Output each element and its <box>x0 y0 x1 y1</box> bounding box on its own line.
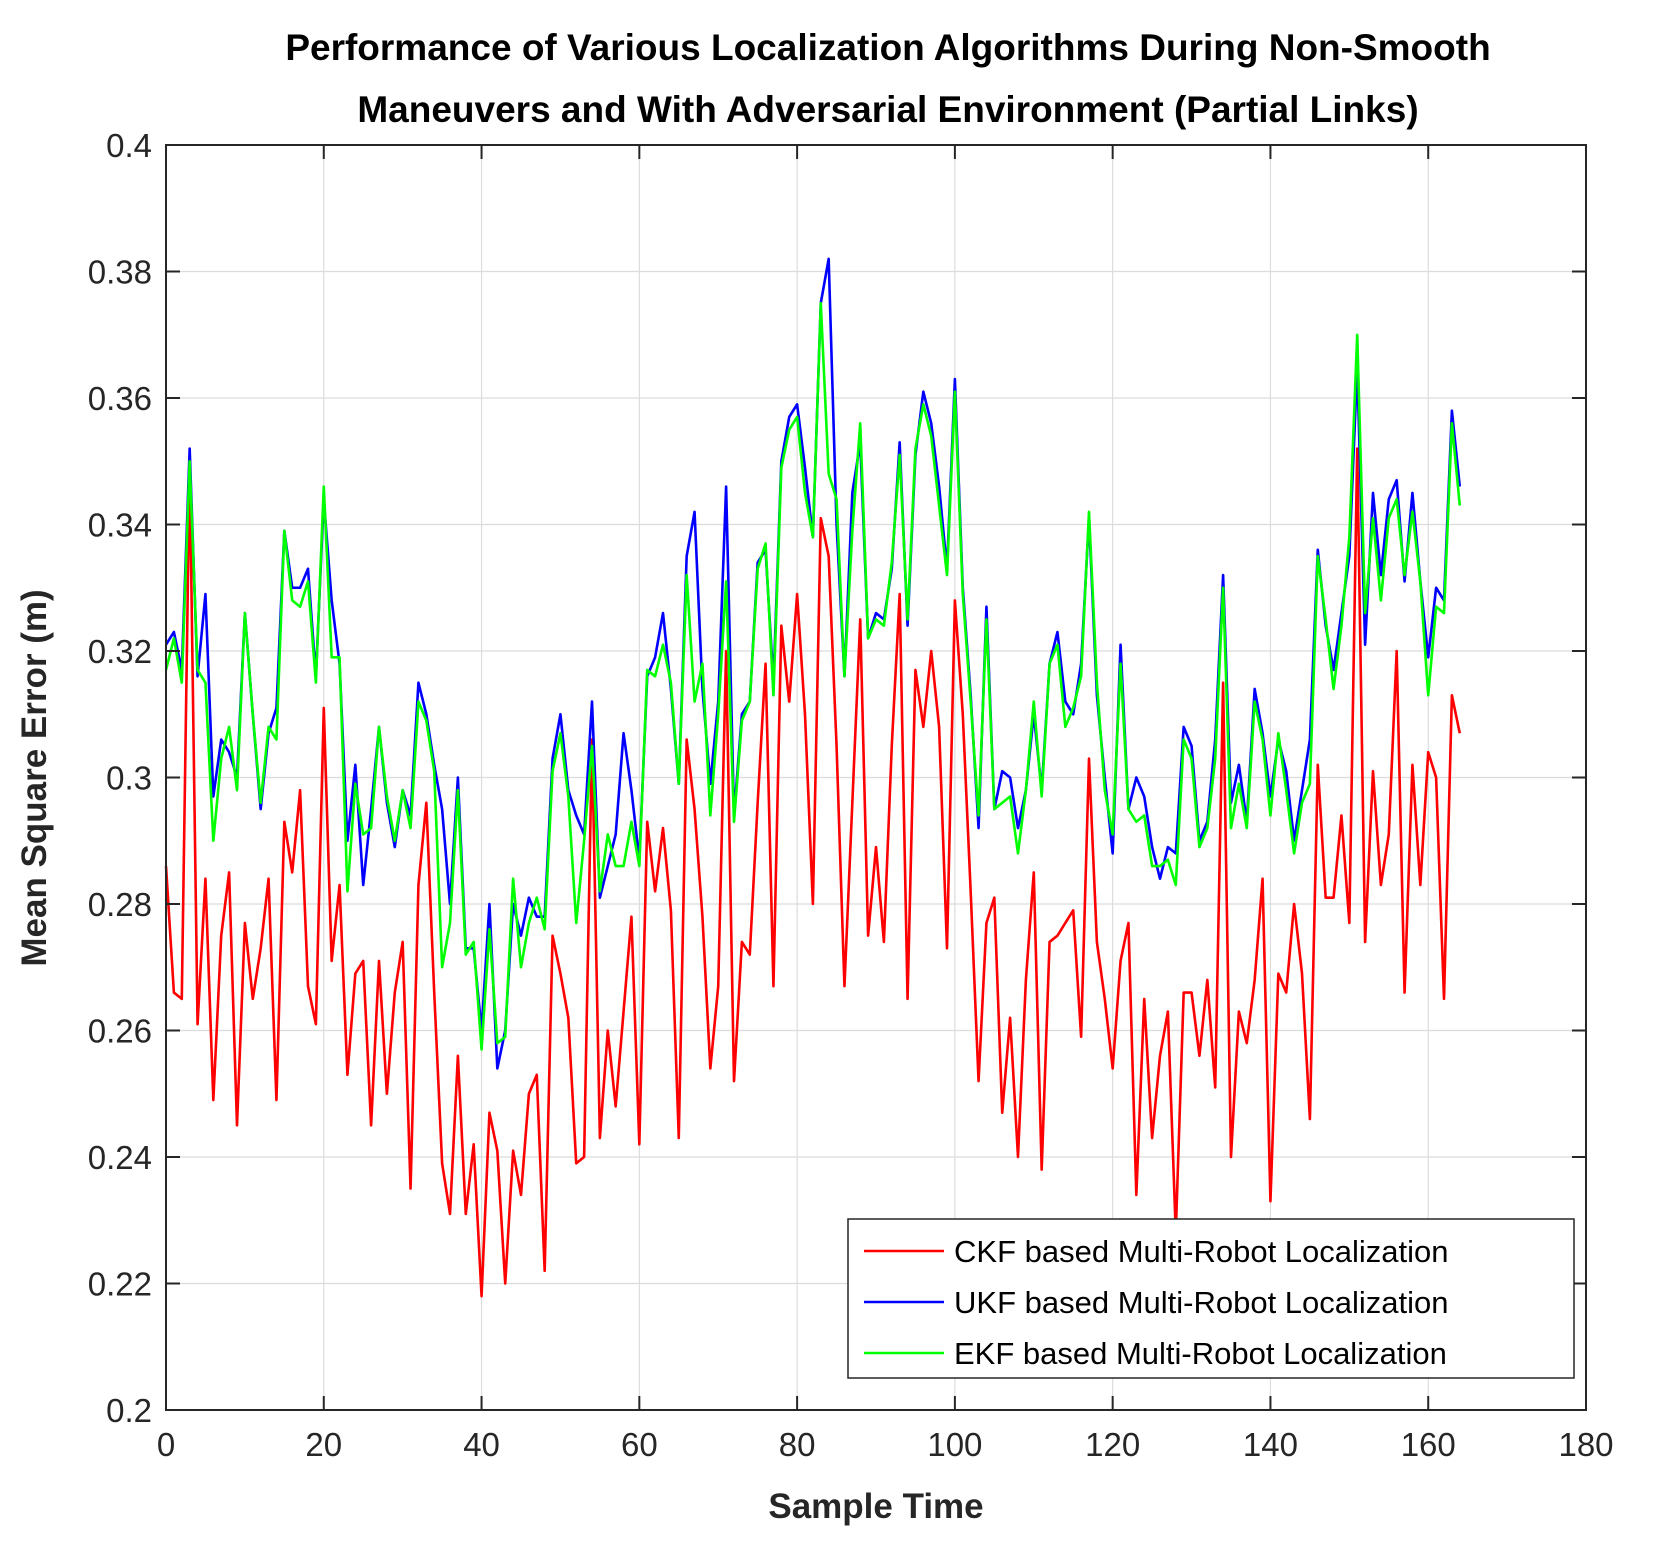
x-tick-label: 60 <box>621 1426 658 1463</box>
x-axis-label: Sample Time <box>768 1487 983 1526</box>
y-axis: 0.2 0.22 0.24 0.26 0.28 0.3 0.32 0.34 0.36 0.38 0.… <box>88 127 1586 1429</box>
y-tick-label: 0.4 <box>106 127 152 164</box>
y-tick-label: 0.2 <box>106 1392 152 1429</box>
y-tick-label: 0.28 <box>88 886 152 923</box>
chart-title-line-1: Performance of Various Localization Algo… <box>285 27 1490 68</box>
y-tick-label: 0.26 <box>88 1013 152 1050</box>
y-tick-label: 0.38 <box>88 254 152 291</box>
y-tick-label: 0.22 <box>88 1266 152 1303</box>
legend-entry-2: UKF based Multi-Robot Localization <box>954 1285 1449 1320</box>
y-tick-label: 0.24 <box>88 1139 152 1176</box>
x-tick-label: 140 <box>1243 1426 1298 1463</box>
y-tick-label: 0.3 <box>106 760 152 797</box>
x-tick-label: 80 <box>779 1426 816 1463</box>
x-tick-label: 160 <box>1401 1426 1456 1463</box>
legend-box <box>847 1218 1575 1379</box>
x-tick-label: 100 <box>927 1426 982 1463</box>
x-tick-label: 20 <box>305 1426 342 1463</box>
series-lines <box>164 257 1462 1298</box>
series-line-3 <box>164 301 1462 1051</box>
x-tick-label: 180 <box>1558 1426 1613 1463</box>
y-tick-label: 0.34 <box>88 507 152 544</box>
x-axis: 0 20 40 60 80 100 120 140 160 180 <box>157 145 1614 1463</box>
legend-entry-3: EKF based Multi-Robot Localization <box>954 1336 1447 1371</box>
y-axis-label: Mean Square Error (m) <box>15 589 54 966</box>
legend-entry-1: CKF based Multi-Robot Localization <box>954 1234 1449 1269</box>
x-tick-label: 120 <box>1085 1426 1140 1463</box>
legend: CKF based Multi-Robot Localization UKF ba… <box>847 1218 1575 1379</box>
y-tick-label: 0.36 <box>88 380 152 417</box>
y-tick-label: 0.32 <box>88 633 152 670</box>
chart-title-line-2: Maneuvers and With Adversarial Environme… <box>357 89 1418 130</box>
series-line-1 <box>164 447 1462 1298</box>
chart-title: Performance of Various Localization Algo… <box>285 27 1490 130</box>
x-tick-label: 0 <box>157 1426 175 1463</box>
x-tick-label: 40 <box>463 1426 500 1463</box>
